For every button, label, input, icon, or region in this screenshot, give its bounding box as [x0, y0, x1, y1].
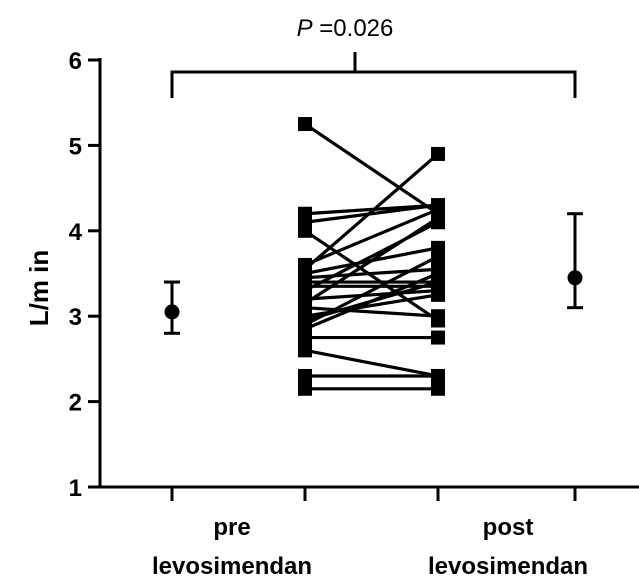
p-symbol: P [297, 15, 313, 42]
paired-line-15 [304, 254, 439, 327]
pre-point-18 [298, 343, 312, 358]
paired-line-12 [304, 306, 439, 318]
post-point-16 [431, 266, 445, 281]
post-point-19 [431, 368, 445, 383]
post-point-11 [431, 210, 445, 225]
post-point-12 [431, 309, 445, 324]
post-point-17 [431, 330, 445, 345]
y-ticks: 1 2 3 4 5 6 [69, 48, 100, 502]
paired-line-6 [304, 267, 439, 280]
pre-median-point [164, 304, 180, 320]
paired-line-2 [304, 203, 439, 224]
category-label-pre-line2: levosimendan [152, 553, 312, 580]
y-tick-label-6: 6 [69, 48, 82, 75]
x-ticks [170, 487, 577, 501]
post-point-21 [431, 146, 445, 161]
y-tick-label-4: 4 [69, 219, 83, 246]
paired-line-10 [304, 288, 439, 301]
y-tick-label-2: 2 [69, 390, 82, 417]
paired-line-18 [304, 348, 439, 378]
significance-bracket [170, 52, 577, 98]
paired-line-3 [304, 229, 439, 322]
category-label-pre-line1: pre [213, 514, 250, 541]
pre-point-21 [298, 262, 312, 277]
y-tick-label-5: 5 [69, 133, 82, 160]
paired-lines [303, 122, 440, 391]
paired-line-extra [303, 152, 440, 271]
category-label-post-line2: levosimendan [428, 553, 588, 580]
summary-markers [164, 212, 583, 335]
y-axis-label: L/m in [24, 250, 54, 327]
axes [98, 58, 639, 489]
y-tick-label-3: 3 [69, 304, 82, 331]
post-point-15 [431, 249, 445, 264]
category-label-post-line1: post [483, 514, 534, 541]
p-value-annotation: P =0.026 [297, 15, 394, 42]
pre-point-0 [298, 117, 312, 132]
paired-line-11 [304, 216, 439, 305]
paired-line-16 [304, 272, 439, 331]
paired-line-0 [304, 122, 439, 216]
p-value: =0.026 [313, 15, 394, 42]
pre-point-19 [298, 368, 312, 383]
pre-point-17 [298, 330, 312, 345]
post-median-point [567, 270, 583, 286]
y-tick-label-1: 1 [69, 475, 82, 502]
pre-point-3 [298, 223, 312, 238]
pre-point-20 [298, 381, 312, 396]
paired-line-4 [304, 207, 439, 267]
post-point-20 [431, 381, 445, 396]
paired-points [298, 117, 445, 396]
post-point-13 [431, 287, 445, 302]
